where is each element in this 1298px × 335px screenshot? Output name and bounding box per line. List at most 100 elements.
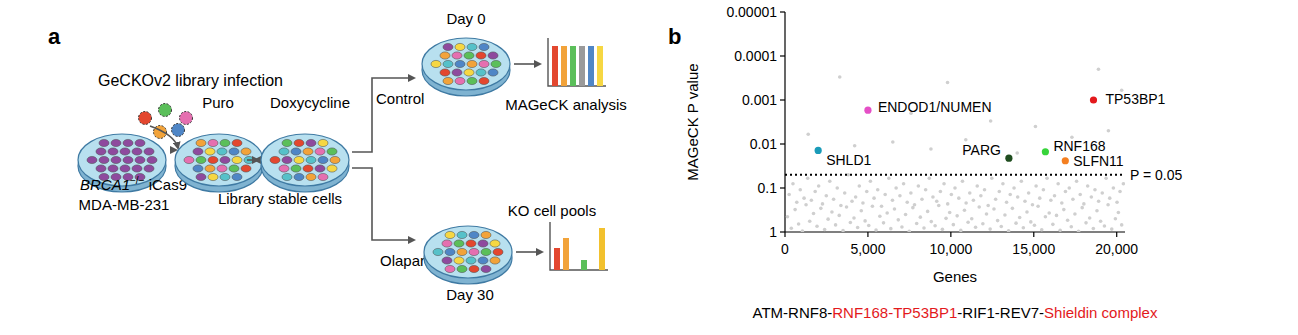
- gene-point: [974, 225, 978, 229]
- y-tick: [780, 99, 785, 100]
- stable-label: Library stable cells: [218, 190, 342, 207]
- gene-point: [1025, 210, 1029, 214]
- gene-point: [1097, 67, 1101, 71]
- gene-point: [994, 197, 998, 201]
- gene-point: [828, 179, 832, 183]
- cell: [315, 148, 325, 155]
- gene-point: [1055, 214, 1059, 218]
- highlight-point: [1005, 155, 1012, 162]
- cell: [431, 60, 441, 67]
- cell: [455, 43, 465, 50]
- gene-point: [817, 184, 821, 188]
- cell: [99, 156, 109, 163]
- gene-point: [1115, 200, 1119, 204]
- gene-point: [812, 212, 816, 216]
- day-label: Day 30: [446, 286, 494, 303]
- gene-point: [1058, 228, 1062, 232]
- gene-point: [933, 224, 937, 228]
- gene-point: [1029, 220, 1033, 224]
- cell: [96, 148, 106, 155]
- cell: [303, 165, 313, 172]
- cell: [208, 139, 218, 146]
- cell: [205, 165, 215, 172]
- x-axis-label: Genes: [933, 268, 977, 285]
- gene: BRCA1: [80, 176, 130, 193]
- cell: [232, 156, 242, 163]
- gene-point: [972, 198, 976, 202]
- cell: [220, 139, 230, 146]
- y-tick-label: 0.1: [758, 180, 778, 196]
- gene-point: [787, 193, 791, 197]
- arrow: [516, 251, 542, 253]
- gene-point: [808, 219, 812, 223]
- cell: [282, 139, 292, 146]
- gene-point: [1033, 223, 1037, 227]
- cell: [445, 231, 455, 238]
- gene-point: [957, 196, 961, 200]
- petri-dish: [175, 134, 263, 192]
- dish-top: [422, 38, 510, 90]
- cell: [193, 165, 203, 172]
- gene-point: [823, 228, 827, 232]
- gene-point: [806, 176, 810, 180]
- gene-point: [966, 220, 970, 224]
- gene-point: [835, 186, 839, 190]
- gene-point: [944, 217, 948, 221]
- cell: [87, 156, 97, 163]
- cell: [184, 156, 194, 163]
- gene-point: [850, 199, 854, 203]
- gene-point: [865, 190, 869, 194]
- gene-point: [872, 196, 876, 200]
- gene-point: [1049, 198, 1053, 202]
- cell: [132, 148, 142, 155]
- point-label: PARG: [962, 142, 1001, 158]
- cell: [481, 231, 491, 238]
- gene-point: [905, 200, 909, 204]
- gene-point: [953, 186, 957, 190]
- cell: [96, 165, 106, 172]
- gene-point: [907, 230, 911, 232]
- gene-point: [1064, 190, 1068, 194]
- step-label: Puro: [202, 94, 234, 111]
- cell: [479, 77, 489, 84]
- caption: ATM-RNF8-RNF168-TP53BP1-RIF1-REV7-Shield…: [753, 304, 1158, 321]
- cell: [144, 148, 154, 155]
- gene-point: [790, 226, 794, 230]
- result-label: KO cell pools: [508, 202, 596, 219]
- cell: [279, 165, 289, 172]
- gene-point: [988, 227, 992, 231]
- cell: [327, 165, 337, 172]
- petri-dish: [422, 38, 510, 96]
- gene-point: [1104, 176, 1108, 180]
- gene-point: [1118, 190, 1122, 194]
- gene-point: [1053, 194, 1057, 198]
- cell: [232, 173, 242, 180]
- y-tick-label: 0.0001: [734, 48, 777, 64]
- gene-point: [1112, 186, 1116, 190]
- gene-point: [950, 193, 954, 197]
- gene-point: [1023, 199, 1027, 203]
- cell: [120, 165, 130, 172]
- gene-point: [863, 219, 867, 223]
- cell: [493, 248, 503, 255]
- gene-point: [926, 210, 930, 214]
- petri-dish: [261, 134, 349, 192]
- gene-point: [1001, 182, 1005, 186]
- cell: [241, 148, 251, 155]
- gene-point: [853, 144, 857, 148]
- cell: [440, 52, 450, 59]
- virus: [159, 104, 172, 117]
- gene-point: [970, 217, 974, 221]
- diagram-title: GeCKOv2 library infection: [98, 72, 283, 89]
- virus: [180, 112, 193, 125]
- y-tick: [780, 143, 785, 144]
- gene-point: [893, 207, 897, 211]
- cell: [135, 156, 145, 163]
- gene-point: [1003, 213, 1007, 217]
- cell: [229, 165, 239, 172]
- cell: [306, 173, 316, 180]
- bar-icon: [548, 38, 606, 86]
- gene-point: [986, 204, 990, 208]
- gene-point: [1005, 200, 1009, 204]
- x-tick-label: 0: [781, 241, 789, 257]
